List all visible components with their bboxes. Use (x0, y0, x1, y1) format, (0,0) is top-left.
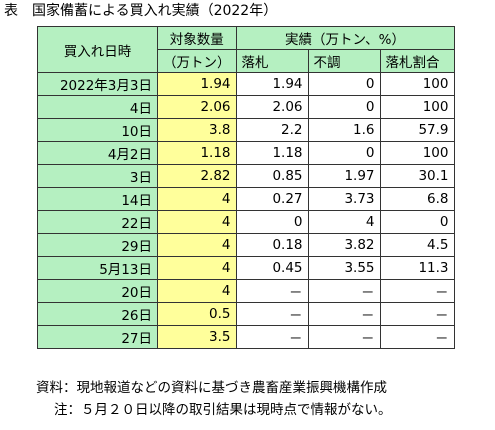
target-quantity-cell: 4 (157, 233, 237, 257)
date-cell: 2022年3月3日 (37, 72, 158, 96)
rakusatsu-cell: 0.45 (235, 256, 309, 280)
date-cell: 10日 (37, 118, 158, 142)
target-quantity-cell: 0.5 (157, 302, 237, 326)
target-quantity-cell: 4 (157, 210, 237, 234)
ratio-cell: 57.9 (379, 118, 455, 142)
table-row: 5月13日 4 0.45 3.55 11.3 (37, 256, 455, 280)
date-cell: 20日 (37, 279, 158, 303)
rakusatsu-cell: － (235, 325, 309, 349)
header-ratio: 落札割合 (379, 49, 455, 73)
target-quantity-cell: 3.8 (157, 118, 237, 142)
table-row: 4月2日 1.18 1.18 0 100 (37, 141, 455, 165)
rakusatsu-cell: 1.18 (235, 141, 309, 165)
table-row: 10日 3.8 2.2 1.6 57.9 (37, 118, 455, 142)
fucho-cell: 3.55 (307, 256, 381, 280)
date-cell: 26日 (37, 302, 158, 326)
ratio-cell: 100 (379, 95, 455, 119)
date-cell: 5月13日 (37, 256, 158, 280)
target-quantity-cell: 4 (157, 279, 237, 303)
fucho-cell: 1.6 (307, 118, 381, 142)
rakusatsu-cell: 0 (235, 210, 309, 234)
header-rakusatsu: 落札 (235, 49, 309, 73)
date-cell: 27日 (37, 325, 158, 349)
target-quantity-cell: 4 (157, 187, 237, 211)
ratio-cell: 11.3 (379, 256, 455, 280)
date-cell: 4日 (37, 95, 158, 119)
table-row: 26日 0.5 －－－ (37, 302, 455, 326)
date-cell: 14日 (37, 187, 158, 211)
rakusatsu-cell: － (235, 302, 309, 326)
ratio-cell: 6.8 (379, 187, 455, 211)
target-quantity-cell: 2.06 (157, 95, 237, 119)
fucho-cell: 0 (307, 141, 381, 165)
source-note: 資料：現地報道などの資料に基づき農畜産業振興機構作成 (36, 380, 387, 396)
footnote: 注：５月２０日以降の取引結果は現時点で情報がない。 (54, 402, 392, 418)
header-quantity-unit: （万トン） (157, 49, 237, 73)
table-row: 27日 3.5 －－－ (37, 325, 455, 349)
fucho-cell: － (307, 279, 381, 303)
target-quantity-cell: 2.82 (157, 164, 237, 188)
table-row: 20日 4 －－－ (37, 279, 455, 303)
fucho-cell: － (307, 302, 381, 326)
header-fucho: 不調 (307, 49, 381, 73)
ratio-cell: 0 (379, 210, 455, 234)
fucho-cell: 3.73 (307, 187, 381, 211)
header-results: 実績（万トン、%） (235, 26, 455, 50)
ratio-cell: 100 (379, 141, 455, 165)
purchase-results-table: 買入れ日時 対象数量 実績（万トン、%） （万トン） 落札 不調 落札割合 20… (37, 26, 455, 349)
fucho-cell: 4 (307, 210, 381, 234)
table-title: 表 国家備蓄による買入れ実績（2022年） (4, 3, 278, 19)
date-cell: 3日 (37, 164, 158, 188)
ratio-cell: － (379, 325, 455, 349)
ratio-cell: － (379, 279, 455, 303)
rakusatsu-cell: 1.94 (235, 72, 309, 96)
fucho-cell: － (307, 325, 381, 349)
rakusatsu-cell: 2.06 (235, 95, 309, 119)
ratio-cell: 30.1 (379, 164, 455, 188)
rakusatsu-cell: 0.85 (235, 164, 309, 188)
date-cell: 4月2日 (37, 141, 158, 165)
ratio-cell: － (379, 302, 455, 326)
table-row: 29日 4 0.18 3.82 4.5 (37, 233, 455, 257)
fucho-cell: 3.82 (307, 233, 381, 257)
rakusatsu-cell: － (235, 279, 309, 303)
fucho-cell: 0 (307, 72, 381, 96)
target-quantity-cell: 4 (157, 256, 237, 280)
table-row: 2022年3月3日 1.94 1.94 0 100 (37, 72, 455, 96)
table-row: 4日 2.06 2.06 0 100 (37, 95, 455, 119)
target-quantity-cell: 1.94 (157, 72, 237, 96)
date-cell: 29日 (37, 233, 158, 257)
rakusatsu-cell: 2.2 (235, 118, 309, 142)
rakusatsu-cell: 0.27 (235, 187, 309, 211)
header-target-quantity: 対象数量 (157, 26, 237, 50)
ratio-cell: 100 (379, 72, 455, 96)
date-cell: 22日 (37, 210, 158, 234)
target-quantity-cell: 3.5 (157, 325, 237, 349)
fucho-cell: 1.97 (307, 164, 381, 188)
fucho-cell: 0 (307, 95, 381, 119)
table-row: 22日 4 0 4 0 (37, 210, 455, 234)
rakusatsu-cell: 0.18 (235, 233, 309, 257)
table-row: 3日 2.82 0.85 1.97 30.1 (37, 164, 455, 188)
target-quantity-cell: 1.18 (157, 141, 237, 165)
header-purchase-date: 買入れ日時 (37, 26, 158, 73)
ratio-cell: 4.5 (379, 233, 455, 257)
table-row: 14日 4 0.27 3.73 6.8 (37, 187, 455, 211)
